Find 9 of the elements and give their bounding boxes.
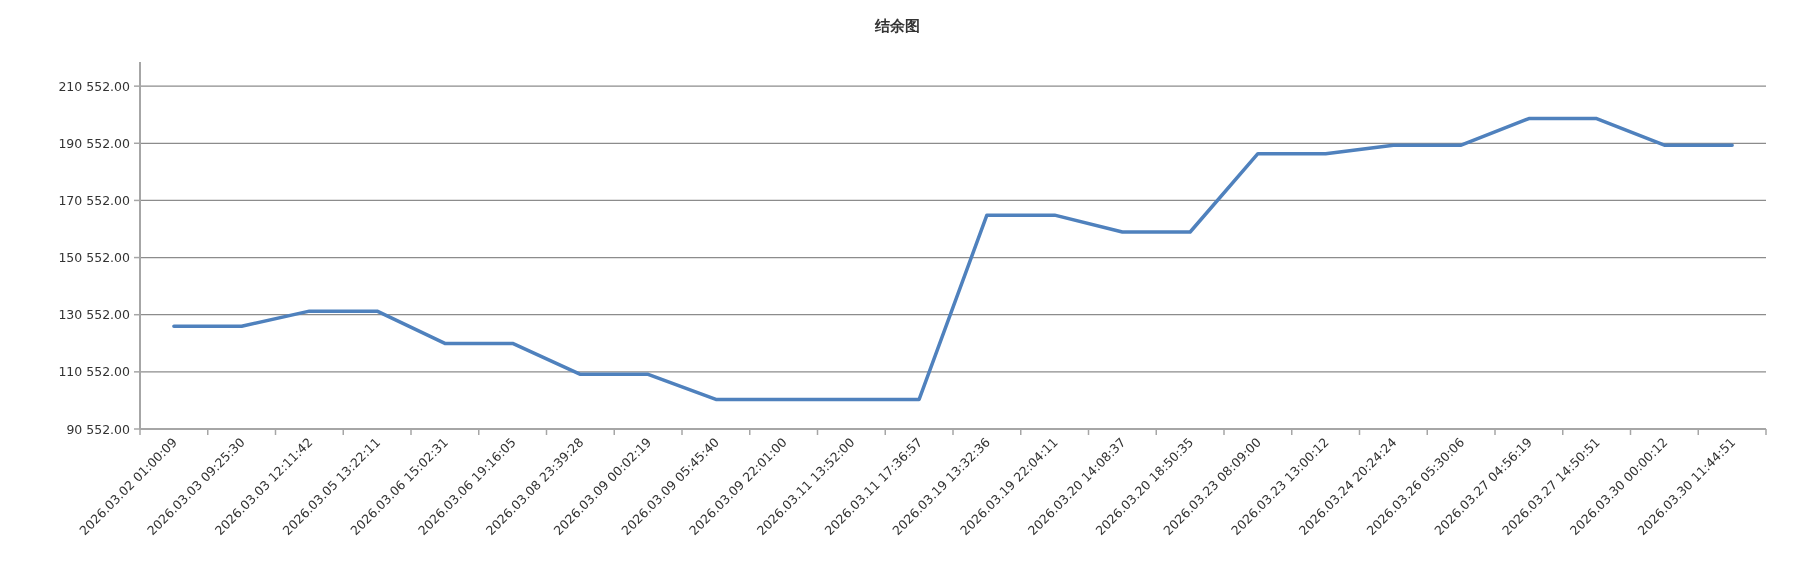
y-tick-label: 190 552.00 xyxy=(58,135,131,151)
y-tick-label: 110 552.00 xyxy=(58,364,131,380)
y-tick-label: 90 552.00 xyxy=(66,421,131,437)
y-tick-label: 170 552.00 xyxy=(58,192,131,208)
line-series xyxy=(172,116,1734,402)
y-tick-label: 150 552.00 xyxy=(58,250,131,266)
y-tick-label: 210 552.00 xyxy=(58,78,131,94)
chart-title: 结余图 xyxy=(873,17,920,35)
y-tick-label: 130 552.00 xyxy=(58,307,131,323)
